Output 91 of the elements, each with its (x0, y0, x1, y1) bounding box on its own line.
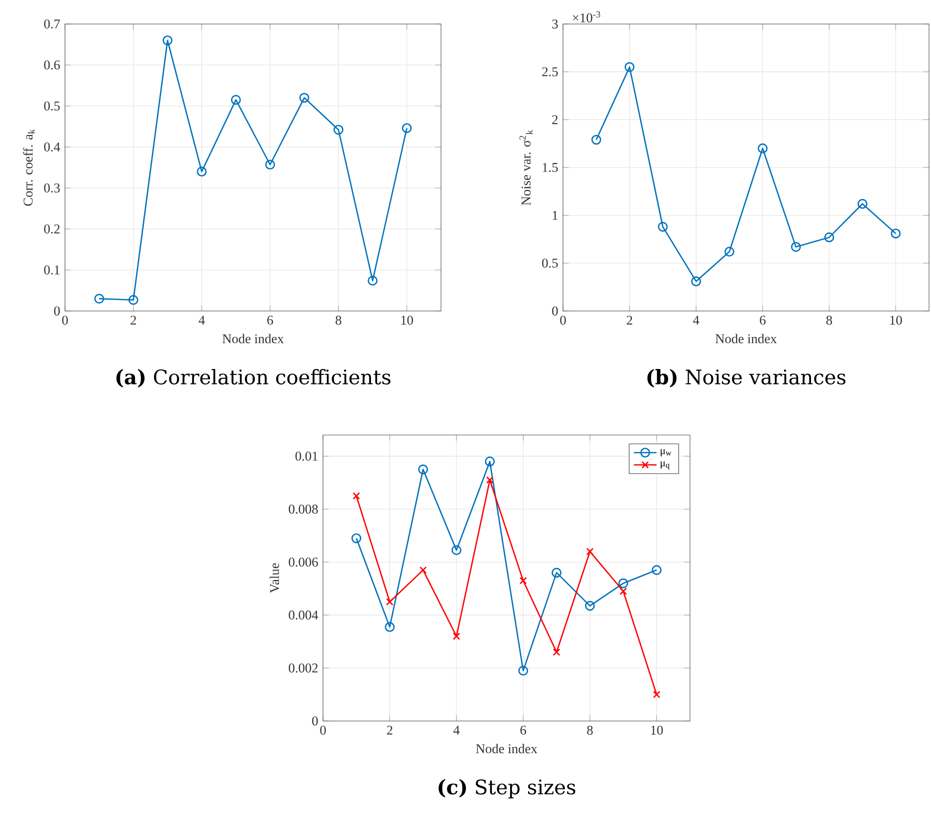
y-tick-label: 0.7 (44, 19, 60, 29)
y-tick-label: 0.6 (44, 60, 60, 70)
text: (c) Step sizes (438, 779, 576, 798)
point (652, 565, 662, 575)
x-tick-label: 2 (386, 726, 392, 735)
point (658, 222, 668, 232)
x-tick-label: 2 (626, 316, 632, 325)
x-axis-title: Node index (715, 334, 777, 344)
x-tick-label: 10 (401, 316, 413, 325)
x-tick-label: 2 (130, 316, 136, 325)
x-tick-label: 10 (651, 726, 663, 735)
y-tick-label: 0.5 (44, 101, 60, 111)
y-tick-label: 0.004 (288, 610, 318, 620)
point (486, 476, 494, 484)
y-tick-label: 1 (552, 210, 558, 220)
x-tick-label: 6 (267, 316, 274, 325)
point (518, 666, 528, 676)
point (368, 276, 378, 286)
x-axis-title: Node index (476, 744, 538, 754)
point (265, 160, 276, 170)
point (384, 622, 395, 632)
point (419, 566, 427, 574)
y-axis-title: Value (270, 563, 280, 594)
point (618, 578, 628, 588)
point (858, 198, 868, 209)
point (386, 598, 394, 606)
point (691, 276, 702, 286)
y-axis-title: Noise var. σ$^{2}$k (519, 130, 532, 206)
point (402, 123, 412, 134)
point (724, 246, 734, 257)
y-tick-label: 2.5 (542, 67, 558, 76)
y-tick-label: 3 (552, 20, 558, 28)
point (620, 588, 627, 595)
point (230, 94, 241, 105)
point (624, 62, 634, 72)
point (94, 294, 104, 304)
text: (b) Noise variances (647, 369, 846, 388)
y-tick-label: 0 (552, 306, 558, 316)
point (484, 456, 495, 466)
point (790, 242, 801, 252)
point (452, 632, 460, 640)
y-tick-label: 0.01 (295, 452, 318, 461)
x-tick-label: 4 (693, 316, 700, 324)
y-tick-label: 0.4 (44, 142, 60, 152)
point (162, 35, 172, 46)
point (584, 600, 595, 611)
y-tick-label: 0.1 (44, 265, 60, 275)
point (552, 568, 562, 578)
point (890, 228, 901, 238)
y-tick-label: 0.008 (288, 504, 318, 514)
x-tick-label: 8 (826, 316, 832, 325)
y-tick-label: 0.006 (288, 558, 318, 567)
point (586, 548, 594, 556)
point (299, 92, 310, 103)
y-tick-label: 0.3 (44, 183, 60, 193)
y-tick-label: 0.002 (288, 664, 318, 673)
x-tick-label: 4 (198, 316, 205, 324)
legend-label: μ$_{w}$ (660, 449, 672, 456)
x-tick-label: 6 (520, 726, 526, 735)
y-tick-label: 2 (552, 115, 558, 124)
text: (a) Correlation coefficients (116, 369, 390, 388)
point (196, 166, 207, 177)
y-tick-label: 1.5 (542, 163, 558, 172)
x-tick-label: 8 (587, 726, 593, 735)
point (520, 576, 527, 584)
y-tick-label: 0 (54, 306, 60, 316)
point (591, 134, 602, 145)
point (351, 533, 362, 544)
x-tick-label: 0 (320, 726, 326, 735)
x-axis-title: Node index (222, 334, 284, 344)
y-axis-title: Corr. coeff. a$_{k}$ (23, 129, 34, 206)
point (352, 492, 360, 500)
y-tick-label: 0.2 (44, 224, 60, 234)
point (652, 690, 660, 698)
x-tick-label: 6 (760, 316, 766, 325)
text: ×10$^{-3}$ (572, 11, 600, 22)
point (334, 124, 344, 135)
point (824, 232, 834, 242)
x-tick-label: 8 (336, 316, 342, 325)
y-tick-label: 0 (312, 716, 318, 726)
point (418, 464, 428, 474)
x-tick-label: 4 (453, 726, 460, 734)
point (128, 294, 138, 305)
y-tick-label: 0.5 (542, 258, 558, 268)
x-tick-label: 10 (890, 316, 902, 325)
point (758, 143, 768, 154)
x-tick-label: 0 (62, 316, 68, 325)
x-tick-label: 0 (560, 316, 566, 325)
point (552, 648, 560, 656)
point (452, 545, 462, 556)
legend-label: μ$_{q}$ (660, 461, 670, 470)
